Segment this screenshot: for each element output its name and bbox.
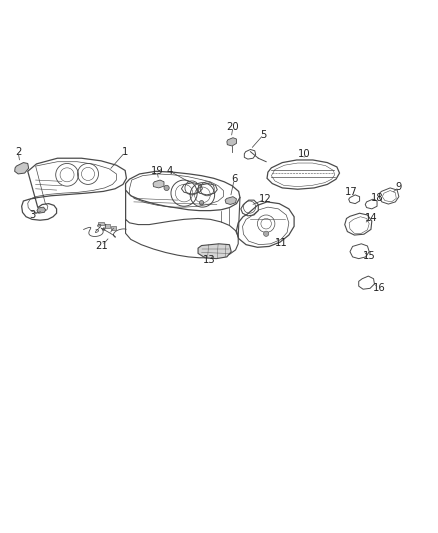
Text: 14: 14	[364, 214, 377, 223]
Text: 1: 1	[122, 147, 128, 157]
Text: 6: 6	[231, 174, 237, 184]
Text: 13: 13	[203, 255, 215, 264]
Polygon shape	[105, 224, 110, 228]
Text: 4: 4	[167, 166, 173, 176]
Text: 21: 21	[95, 240, 108, 251]
Text: 9: 9	[396, 182, 402, 192]
Text: 19: 19	[151, 166, 163, 176]
Text: 16: 16	[372, 284, 385, 293]
Polygon shape	[153, 180, 164, 188]
Text: 5: 5	[260, 130, 267, 140]
Polygon shape	[99, 222, 104, 225]
Polygon shape	[111, 227, 116, 230]
Polygon shape	[14, 163, 28, 174]
Circle shape	[164, 185, 169, 190]
Polygon shape	[225, 197, 237, 205]
Text: 18: 18	[371, 192, 383, 203]
Polygon shape	[198, 244, 231, 259]
Text: 11: 11	[275, 238, 287, 248]
Text: 3: 3	[29, 210, 35, 220]
Text: 12: 12	[259, 194, 272, 204]
Polygon shape	[37, 207, 46, 213]
Circle shape	[264, 231, 269, 236]
Circle shape	[199, 200, 204, 205]
Text: 15: 15	[363, 251, 375, 261]
Polygon shape	[227, 138, 237, 146]
Text: 20: 20	[226, 122, 239, 132]
Text: 2: 2	[15, 147, 21, 157]
Text: 10: 10	[298, 149, 311, 159]
Text: 17: 17	[344, 187, 357, 197]
